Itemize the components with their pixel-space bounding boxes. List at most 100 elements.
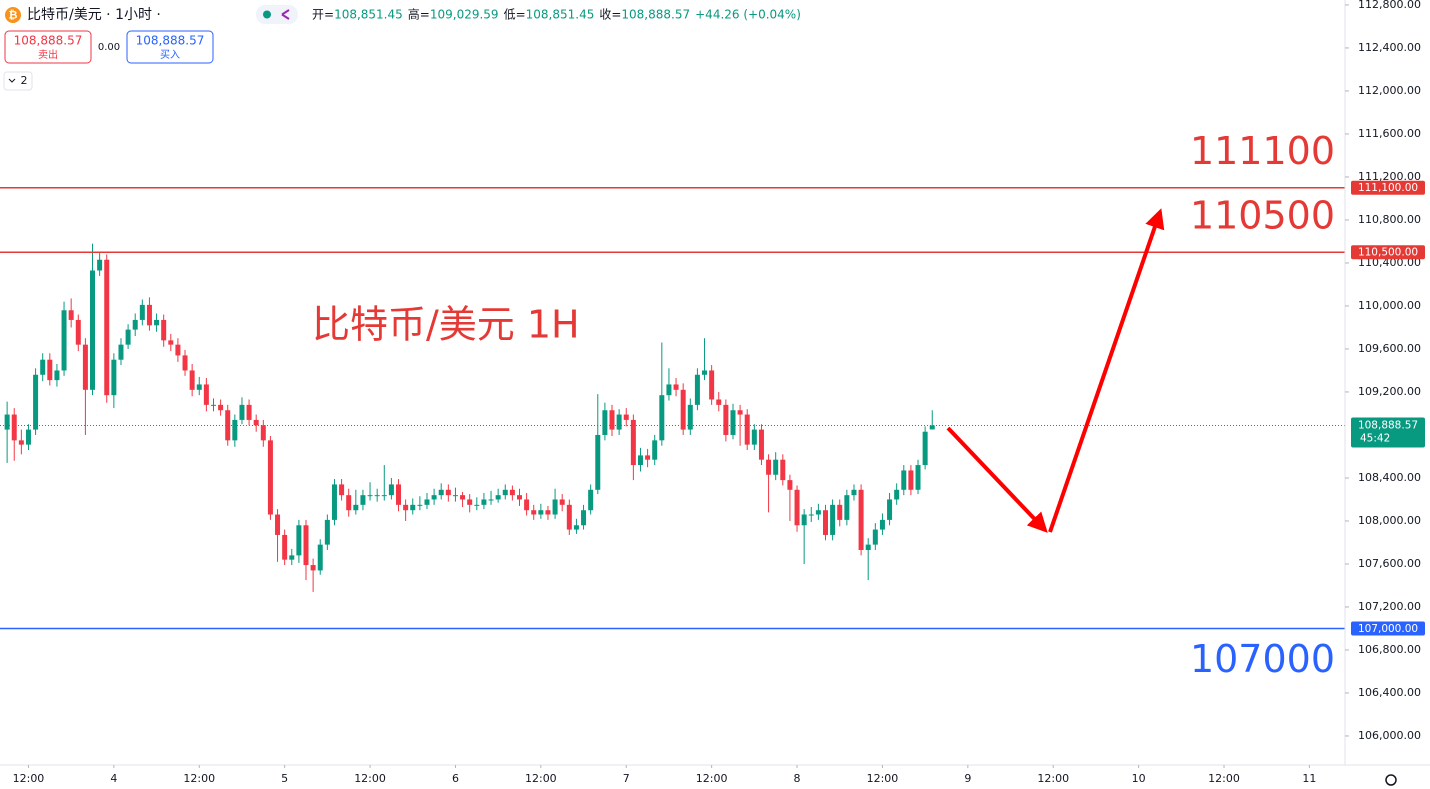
candle-body — [239, 404, 245, 420]
candle-body — [339, 484, 345, 496]
candle-body — [360, 495, 366, 505]
candle-body — [11, 414, 17, 441]
y-tick-label: 111,600.00 — [1358, 127, 1421, 140]
buy-button[interactable] — [126, 30, 214, 64]
candle-body — [787, 480, 793, 490]
settings-icon[interactable] — [1385, 774, 1397, 786]
candle-body — [815, 510, 821, 515]
candle-body — [723, 404, 729, 435]
candle-body — [808, 514, 814, 516]
candle-body — [310, 565, 316, 571]
candle-body — [388, 484, 394, 496]
candle-body — [894, 489, 900, 500]
candle-body — [559, 499, 565, 505]
candle-body — [104, 259, 110, 396]
candle-body — [616, 414, 622, 430]
candle-body — [467, 499, 473, 505]
x-tick-label: 9 — [964, 772, 971, 785]
candle-body — [218, 404, 224, 411]
x-tick-label: 12:00 — [867, 772, 899, 785]
y-tick-label: 107,200.00 — [1358, 600, 1421, 613]
y-tick-label: 106,800.00 — [1358, 643, 1421, 656]
spread: 0.00 — [98, 42, 120, 53]
candle-body — [417, 504, 423, 506]
candle-body — [203, 384, 209, 405]
candle-body — [267, 440, 273, 515]
x-tick-label: 8 — [794, 772, 801, 785]
candle-body — [915, 465, 921, 490]
candle-body — [474, 504, 480, 506]
candle-body — [61, 310, 67, 371]
coin-icon-glyph: ₿ — [9, 9, 18, 22]
y-tick-label: 110,800.00 — [1358, 213, 1421, 226]
candle-body — [595, 434, 601, 490]
candle-body — [33, 374, 39, 430]
level-big-label: 110500 — [1190, 194, 1335, 238]
candle-body — [630, 419, 636, 466]
ohlc-value: 108,851.45 — [334, 8, 403, 22]
y-tick-label: 109,200.00 — [1358, 385, 1421, 398]
y-tick-label: 111,200.00 — [1358, 170, 1421, 183]
sell-price[interactable]: 108,888.57 — [14, 34, 83, 48]
candle-body — [246, 404, 252, 420]
y-tick-label: 107,600.00 — [1358, 557, 1421, 570]
candle-body — [837, 504, 843, 520]
candle-body — [118, 344, 124, 360]
last-price-badge — [1351, 417, 1425, 448]
status-pill[interactable] — [256, 5, 298, 24]
candle-body — [161, 319, 167, 341]
candle-body — [396, 484, 402, 505]
collapse-count[interactable]: 2 — [21, 74, 28, 87]
x-tick-label: 10 — [1132, 772, 1146, 785]
x-tick-label: 6 — [452, 772, 459, 785]
countdown: 45:42 — [1360, 432, 1390, 444]
candle-body — [502, 489, 508, 496]
candle-body — [666, 384, 672, 396]
ohlc-value: 108,851.45 — [526, 8, 595, 22]
candle-body — [168, 340, 174, 345]
candle-body — [702, 370, 708, 375]
candle-body — [872, 529, 878, 545]
candle-body — [452, 495, 458, 497]
candle-body — [865, 544, 871, 550]
sell-button[interactable] — [4, 30, 92, 64]
candle-body — [317, 544, 323, 571]
candle-body — [929, 425, 935, 430]
level-big-label: 111100 — [1190, 129, 1335, 173]
candle-body — [581, 510, 587, 526]
candle-body — [758, 429, 764, 460]
y-tick-label: 108,400.00 — [1358, 471, 1421, 484]
candle-body — [54, 370, 60, 381]
y-tick-label: 112,000.00 — [1358, 84, 1421, 97]
x-tick-label: 11 — [1302, 772, 1316, 785]
candle-body — [922, 431, 928, 466]
ohlc-legend: 开= 108,851.45 高= 109,029.59 低= 108,851.45 收= 10… — [312, 7, 801, 22]
candle-body — [801, 514, 807, 526]
candle-body — [68, 310, 74, 320]
candle-body — [324, 519, 330, 545]
sell-label[interactable]: 卖出 — [38, 48, 58, 61]
candle-body — [737, 410, 743, 415]
candle-body — [538, 510, 544, 515]
annotation: 比特币/美元 1H — [312, 303, 580, 347]
candle-body — [303, 525, 309, 566]
candle-body — [780, 459, 786, 481]
buy-price[interactable]: 108,888.57 — [136, 34, 205, 48]
status-dot — [263, 10, 271, 19]
buy-label[interactable]: 买入 — [160, 49, 180, 61]
level-badge — [1351, 621, 1425, 636]
candle-body — [381, 495, 387, 497]
collapse-button[interactable] — [3, 71, 33, 91]
candle-body — [659, 395, 665, 441]
x-tick-label: 12:00 — [1037, 772, 1069, 785]
candle-body — [4, 414, 10, 430]
y-tick-label: 110,000.00 — [1358, 299, 1421, 312]
chevron — [8, 78, 16, 83]
y-tick-label: 109,600.00 — [1358, 342, 1421, 355]
y-tick-label: 110,400.00 — [1358, 256, 1421, 269]
candle-body — [652, 440, 658, 460]
candle-body — [18, 440, 24, 445]
candle-body — [210, 404, 216, 406]
share-icon — [281, 9, 290, 20]
candle-body — [588, 489, 594, 511]
